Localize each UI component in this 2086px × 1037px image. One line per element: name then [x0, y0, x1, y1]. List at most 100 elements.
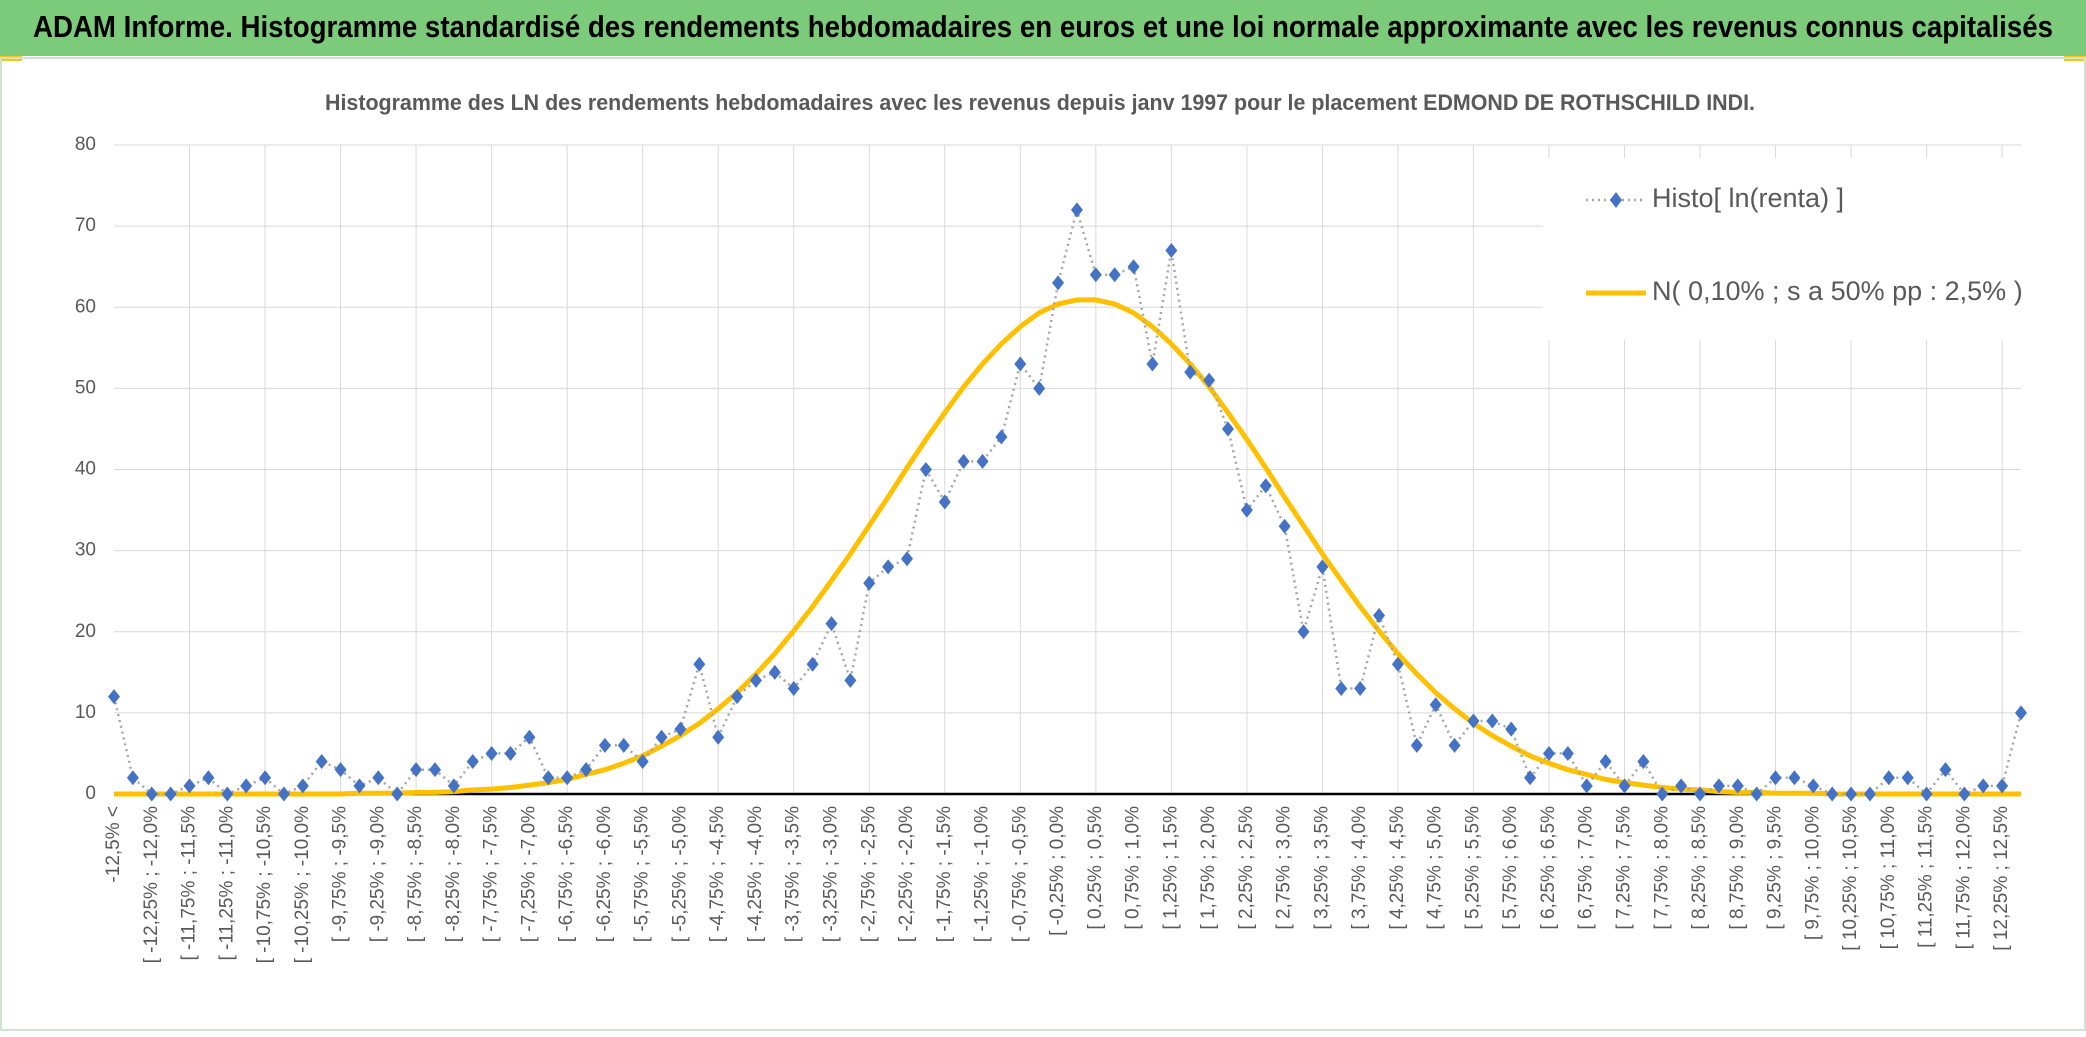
marker — [1769, 770, 1782, 786]
marker — [1127, 259, 1140, 275]
marker — [1278, 518, 1291, 534]
marker — [1996, 778, 2009, 794]
y-tick-label: 60 — [75, 296, 96, 317]
marker — [1750, 786, 1763, 802]
marker — [825, 616, 838, 632]
x-tick-label: [ -8,75% ; -8,5% — [405, 806, 426, 942]
marker — [580, 762, 593, 778]
marker — [1108, 267, 1121, 283]
marker — [1240, 502, 1253, 518]
marker — [1731, 778, 1744, 794]
marker — [617, 737, 630, 753]
series-line — [114, 297, 2021, 797]
x-tick-label: [ 6,75% ; 7,0% — [1576, 806, 1597, 930]
marker — [674, 721, 687, 737]
marker — [259, 770, 272, 786]
marker — [1391, 656, 1404, 672]
marker — [410, 762, 423, 778]
marker — [882, 559, 895, 575]
marker — [844, 672, 857, 688]
marker — [485, 745, 498, 761]
x-tick-label: [ 12,25% ; 12,5% — [1991, 806, 2012, 951]
x-tick-label: [ 1,75% ; 2,0% — [1198, 806, 1219, 930]
marker — [1694, 786, 1707, 802]
marker — [1429, 697, 1442, 713]
x-tick-label: [ 1,25% ; 1,5% — [1160, 806, 1181, 930]
marker — [995, 429, 1008, 445]
x-tick-label: [ -11,25% ; -11,0% — [216, 806, 237, 961]
marker — [1052, 275, 1065, 291]
marker — [636, 754, 649, 770]
x-tick-label: [ 11,25% ; 11,5% — [1916, 806, 1937, 948]
marker — [1259, 478, 1272, 494]
marker — [1524, 770, 1537, 786]
x-tick-label: [ -5,75% ; -5,5% — [632, 806, 653, 942]
legend: Histo[ ln(renta) ] N( 0,10% ; s a 50% pp … — [1543, 158, 2023, 340]
x-tick-label: [ 8,25% ; 8,5% — [1689, 806, 1710, 930]
marker — [183, 778, 196, 794]
marker — [1675, 778, 1688, 794]
x-tick-label: [ -4,75% ; -4,5% — [707, 806, 728, 942]
x-tick-label: [ 0,75% ; 1,0% — [1123, 806, 1144, 930]
x-tick-label: [ -0,25% ; 0,0% — [1047, 806, 1068, 936]
x-tick-label: [ -10,25% ; -10,0% — [292, 806, 313, 963]
x-tick-label: [ 3,25% ; 3,5% — [1311, 806, 1332, 930]
marker — [1845, 786, 1858, 802]
marker — [806, 656, 819, 672]
x-tick-label: [ 2,75% ; 3,0% — [1274, 806, 1295, 930]
x-tick-label: [ -7,25% ; -7,0% — [518, 806, 539, 942]
marker — [1146, 356, 1159, 372]
marker — [221, 786, 234, 802]
x-tick-label: [ -8,25% ; -8,0% — [443, 806, 464, 942]
y-tick-label: 50 — [75, 377, 96, 398]
marker — [108, 689, 120, 705]
header-title: ADAM Informe. Histogramme standardisé de… — [33, 9, 2053, 44]
marker — [1505, 721, 1518, 737]
marker — [1618, 778, 1631, 794]
y-tick-label: 0 — [85, 783, 96, 804]
marker — [712, 729, 725, 745]
marker — [1599, 754, 1612, 770]
x-tick-label: [ -7,75% ; -7,5% — [481, 806, 502, 942]
marker — [315, 754, 328, 770]
x-tick-label: [ -6,25% ; -6,0% — [594, 806, 615, 942]
x-tick-label: [ 9,75% ; 10,0% — [1802, 806, 1823, 940]
marker — [1467, 713, 1480, 729]
marker — [504, 745, 517, 761]
x-tick-label: [ -2,75% ; -2,5% — [858, 806, 879, 942]
marker — [1656, 786, 1669, 802]
marker — [334, 762, 347, 778]
x-tick-label: [ 5,75% ; 6,0% — [1500, 806, 1521, 930]
marker — [768, 664, 781, 680]
marker — [1448, 737, 1461, 753]
x-tick-label: -12,5% < — [103, 806, 124, 883]
y-tick-label: 70 — [75, 215, 96, 236]
marker — [1863, 786, 1876, 802]
marker — [1410, 737, 1423, 753]
x-tick-label: [ -1,75% ; -1,5% — [934, 806, 955, 942]
x-tick-label: [ 3,75% ; 4,0% — [1349, 806, 1370, 930]
x-tick-label: [ -4,25% ; -4,0% — [745, 806, 766, 942]
marker — [447, 778, 460, 794]
x-tick-label: [ 10,75% ; 11,0% — [1878, 806, 1899, 949]
marker — [1882, 770, 1895, 786]
marker — [787, 681, 800, 697]
marker — [1221, 421, 1234, 437]
x-tick-label: [ -11,75% ; -11,5% — [179, 806, 200, 961]
x-tick-label: [ -12,25% ; -12,0% — [141, 806, 162, 963]
marker — [1561, 745, 1574, 761]
marker — [164, 786, 177, 802]
marker — [1977, 778, 1990, 794]
marker — [957, 453, 970, 469]
marker — [466, 754, 479, 770]
marker — [598, 737, 611, 753]
x-tick-label: [ 10,25% ; 10,5% — [1840, 806, 1861, 951]
marker — [542, 770, 555, 786]
legend-box — [1543, 158, 2021, 340]
marker — [1920, 786, 1933, 802]
marker — [731, 689, 744, 705]
marker — [1580, 778, 1593, 794]
marker — [126, 770, 139, 786]
x-tick-label: [ 7,75% ; 8,0% — [1651, 806, 1672, 930]
